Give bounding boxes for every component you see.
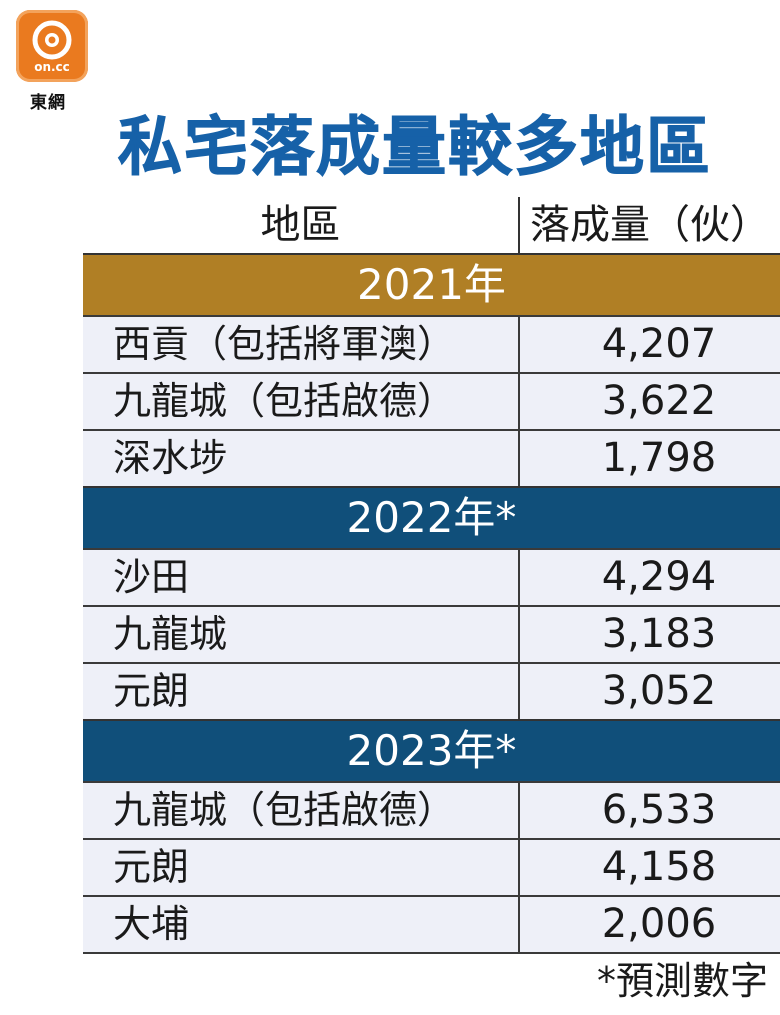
table-header: 地區 落成量（伙） <box>83 197 780 253</box>
district-cell: 大埔 <box>113 902 190 946</box>
chart-title: 私宅落成量較多地區 <box>118 111 712 186</box>
district-cell: 九龍城（包括啟德） <box>113 379 456 423</box>
units-cell: 4,294 <box>518 550 780 605</box>
column-header-units: 落成量（伙） <box>518 197 780 253</box>
table-row: 九龍城（包括啟德） 6,533 <box>83 781 780 838</box>
table-row: 深水埗 1,798 <box>83 429 780 486</box>
column-header-district: 地區 <box>260 202 341 248</box>
units-cell: 3,183 <box>518 607 780 662</box>
data-table: 地區 落成量（伙） 2021年 西貢（包括將軍澳） 4,207 九龍城（包括啟德… <box>83 197 780 954</box>
units-cell: 1,798 <box>518 431 780 486</box>
units-cell: 3,052 <box>518 664 780 719</box>
brand-name: 東網 <box>30 93 66 113</box>
logo-text: on.cc <box>34 60 70 74</box>
table-row: 大埔 2,006 <box>83 895 780 952</box>
units-cell: 2,006 <box>518 897 780 952</box>
oncc-logo: on.cc <box>16 10 88 82</box>
table-row: 元朗 4,158 <box>83 838 780 895</box>
district-cell: 西貢（包括將軍澳） <box>113 322 456 366</box>
table-row: 西貢（包括將軍澳） 4,207 <box>83 315 780 372</box>
group-header-2021: 2021年 <box>83 253 780 315</box>
group-header-2023: 2023年* <box>83 719 780 781</box>
units-cell: 3,622 <box>518 374 780 429</box>
group-header-2022: 2022年* <box>83 486 780 548</box>
district-cell: 元朗 <box>113 845 190 889</box>
table-row: 九龍城（包括啟德） 3,622 <box>83 372 780 429</box>
district-cell: 九龍城 <box>113 612 228 656</box>
district-cell: 元朗 <box>113 669 190 713</box>
table-row: 元朗 3,052 <box>83 662 780 719</box>
district-cell: 九龍城（包括啟德） <box>113 788 456 832</box>
district-cell: 沙田 <box>113 555 190 599</box>
table-bottom-rule <box>83 952 780 954</box>
units-cell: 6,533 <box>518 783 780 838</box>
district-cell: 深水埗 <box>113 436 228 480</box>
footnote: *預測數字 <box>596 959 768 1003</box>
oncc-logo-icon <box>32 20 72 60</box>
table-row: 沙田 4,294 <box>83 548 780 605</box>
units-cell: 4,158 <box>518 840 780 895</box>
table-row: 九龍城 3,183 <box>83 605 780 662</box>
units-cell: 4,207 <box>518 317 780 372</box>
